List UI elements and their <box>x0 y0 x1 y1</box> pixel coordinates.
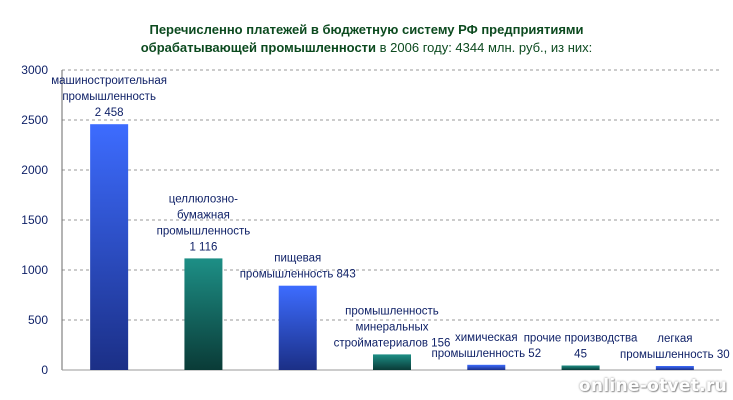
bar-category-label: целлюлозно- <box>169 193 238 205</box>
y-tick-label: 0 <box>41 363 48 377</box>
bar-value-label: 1 116 <box>189 241 217 253</box>
bar-category-label: минеральных <box>356 321 429 333</box>
y-tick-label: 2000 <box>21 163 48 177</box>
watermark: online-otvet.ru <box>578 376 727 396</box>
bar-value-label: промышленность 52 <box>431 348 541 360</box>
chart-title-line-2-bold: обрабатывающей промышленности <box>140 40 377 55</box>
bar-category-label: промышленность <box>157 225 251 237</box>
bar <box>655 366 694 370</box>
y-axis: 0 500 1000 1500 2000 2500 3000 <box>21 63 722 377</box>
bar-category-label: пищевая <box>274 253 321 265</box>
bar <box>278 285 317 370</box>
y-tick-label: 3000 <box>21 63 48 77</box>
bar <box>467 364 506 370</box>
gridlines <box>62 69 722 321</box>
data-labels: машиностроительная промышленность 2 458 цел… <box>51 75 729 361</box>
bar-value-label: промышленность 30 <box>620 349 730 361</box>
bar <box>90 124 129 370</box>
chart-title-line-2-rest: в 2006 году: 4344 млн. руб., из них: <box>376 40 593 55</box>
bar-value-label: промышленность 843 <box>240 269 356 281</box>
y-tick-label: 1500 <box>21 213 48 227</box>
bar-value-label: 45 <box>574 349 587 361</box>
bar-category-label: машиностроительная <box>51 75 167 87</box>
bar-category-label: бумажная <box>177 209 230 221</box>
bar-category-label: химическая <box>455 332 518 344</box>
bar-value-label: стройматериалов 156 <box>334 337 451 349</box>
bar-category-label: прочие производства <box>524 333 638 345</box>
y-tick-label: 2500 <box>21 113 48 127</box>
bar-category-label: промышленность <box>345 305 439 317</box>
bar <box>561 365 600 370</box>
chart-title-line-2: обрабатывающей промышленности в 2006 год… <box>0 40 733 55</box>
y-tick-label: 500 <box>28 313 48 327</box>
bar-category-label: легкая <box>657 333 692 345</box>
y-tick-label: 1000 <box>21 263 48 277</box>
chart-title-line-1-text: Перечисленно платежей в бюджетную систем… <box>149 22 584 37</box>
bar-value-label: 2 458 <box>95 107 124 119</box>
bar <box>184 258 223 370</box>
chart-title-line-1: Перечисленно платежей в бюджетную систем… <box>0 22 733 37</box>
bar-category-label: промышленность <box>62 91 156 103</box>
bar <box>373 354 411 370</box>
bars <box>90 124 694 370</box>
